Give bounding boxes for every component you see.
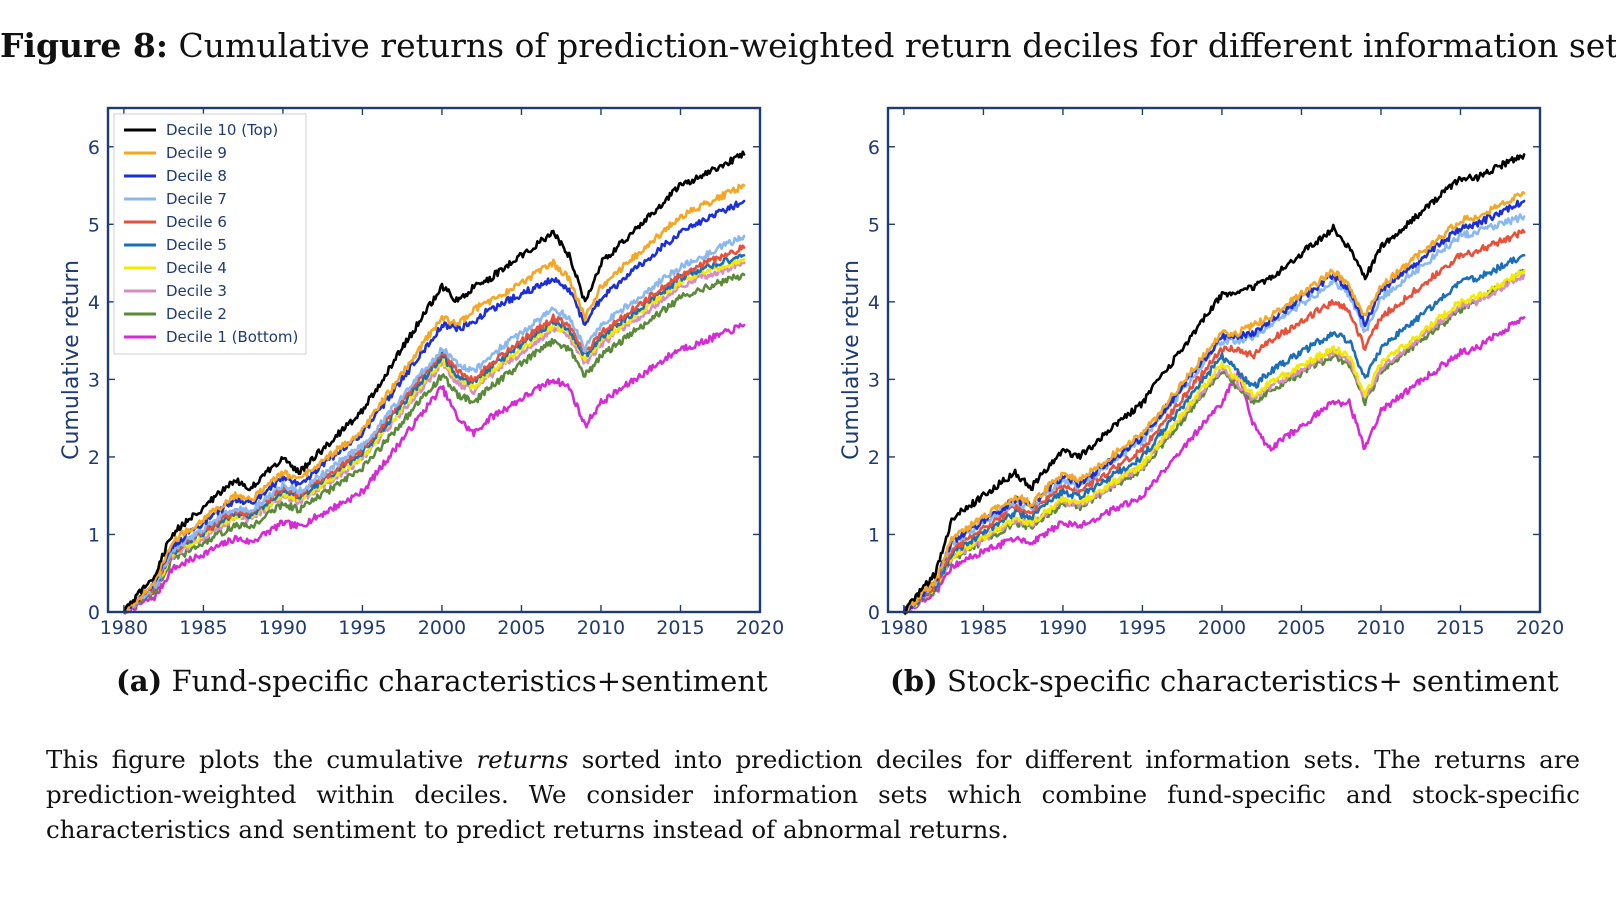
series-line-decile-1-bottom <box>902 316 1526 614</box>
chart-panel-b: 1980 1985 1990 1995 2000 2005 2010 2015 2020 0 1 2 3… <box>839 106 1564 639</box>
legend-label: Decile 1 (Bottom) <box>166 328 298 346</box>
subcaption-a-label: (a) <box>116 664 163 698</box>
x-tick-label: 1980 <box>100 617 148 639</box>
axis-frame <box>886 106 1542 614</box>
y-tick-label: 2 <box>868 447 880 469</box>
description-part1: This figure plots the cumulative <box>46 745 477 774</box>
series-line-decile-8 <box>902 199 1526 614</box>
series-line-decile-9 <box>902 191 1526 616</box>
series-line-decile-1-bottom <box>122 322 746 615</box>
y-tick-label: 3 <box>868 369 880 391</box>
y-tick-label: 5 <box>88 214 100 236</box>
x-tick-label: 2020 <box>736 617 784 639</box>
x-tick-label: 1995 <box>1118 617 1166 639</box>
y-axis-label: Cumulative return <box>59 260 84 460</box>
series-line-decile-10-top <box>122 150 746 614</box>
description-part2: sorted into prediction deciles for diffe… <box>46 745 1580 844</box>
y-tick-label: 5 <box>868 214 880 236</box>
y-tick-label: 0 <box>88 602 100 624</box>
x-tick-label: 1985 <box>959 617 1007 639</box>
series-line-decile-10-top <box>902 153 1526 615</box>
legend-label: Decile 4 <box>166 259 227 277</box>
legend-label: Decile 3 <box>166 282 227 300</box>
x-tick-label: 1990 <box>1039 617 1087 639</box>
subcaption-b: (b) Stock-specific characteristics+ sent… <box>890 664 1559 698</box>
series-line-decile-2 <box>122 272 746 614</box>
series-line-decile-9 <box>122 183 746 614</box>
y-tick-label: 1 <box>88 524 100 546</box>
x-tick-label: 2010 <box>577 617 625 639</box>
legend-label: Decile 9 <box>166 144 227 162</box>
y-tick-label: 0 <box>868 602 880 624</box>
subcaption-b-label: (b) <box>890 664 938 698</box>
series-line-decile-8 <box>122 199 746 614</box>
y-tick-label: 4 <box>868 292 880 314</box>
figure-title-text: Cumulative returns of prediction-weighte… <box>178 26 1616 65</box>
series-line-decile-7 <box>122 234 746 614</box>
series-line-decile-5 <box>902 254 1526 615</box>
legend-label: Decile 5 <box>166 236 227 254</box>
x-tick-label: 2000 <box>1198 617 1246 639</box>
y-tick-label: 1 <box>868 524 880 546</box>
y-tick-label: 2 <box>88 447 100 469</box>
figure-label: Figure 8: <box>0 26 169 65</box>
x-tick-label: 1995 <box>338 617 386 639</box>
x-tick-label: 2005 <box>497 617 545 639</box>
x-tick-label: 2010 <box>1357 617 1405 639</box>
x-tick-label: 2015 <box>656 617 704 639</box>
subcaption-a-text: Fund-specific characteristics+sentiment <box>171 664 768 698</box>
legend-label: Decile 6 <box>166 213 227 231</box>
legend-label: Decile 2 <box>166 305 227 323</box>
x-tick-label: 2000 <box>418 617 466 639</box>
y-tick-label: 3 <box>88 369 100 391</box>
x-tick-label: 1985 <box>179 617 227 639</box>
y-tick-label: 6 <box>88 137 100 159</box>
figure-title: Figure 8: Cumulative returns of predicti… <box>0 26 1616 65</box>
y-tick-label: 6 <box>868 137 880 159</box>
legend-label: Decile 8 <box>166 167 227 185</box>
x-tick-label: 1990 <box>259 617 307 639</box>
y-axis-label: Cumulative return <box>839 260 864 460</box>
x-tick-label: 2020 <box>1516 617 1564 639</box>
x-tick-label: 1980 <box>880 617 928 639</box>
legend-label: Decile 7 <box>166 190 227 208</box>
legend: Decile 10 (Top) Decile 9 Decile 8 Decile 7 D… <box>113 113 307 355</box>
figure-description: This figure plots the cumulative returns… <box>46 742 1580 847</box>
x-tick-label: 2015 <box>1436 617 1484 639</box>
chart-panel-a: 1980 1985 1990 1995 2000 2005 2010 2015 2020 0 1 2 3… <box>59 106 784 639</box>
description-emph: returns <box>476 745 569 774</box>
subcaption-b-text: Stock-specific characteristics+ sentimen… <box>946 664 1559 698</box>
legend-label: Decile 10 (Top) <box>166 121 278 139</box>
x-tick-label: 2005 <box>1277 617 1325 639</box>
subcaption-a: (a) Fund-specific characteristics+sentim… <box>116 664 768 698</box>
y-tick-label: 4 <box>88 292 100 314</box>
series-line-decile-4 <box>902 269 1526 614</box>
axis-frame <box>106 106 762 614</box>
